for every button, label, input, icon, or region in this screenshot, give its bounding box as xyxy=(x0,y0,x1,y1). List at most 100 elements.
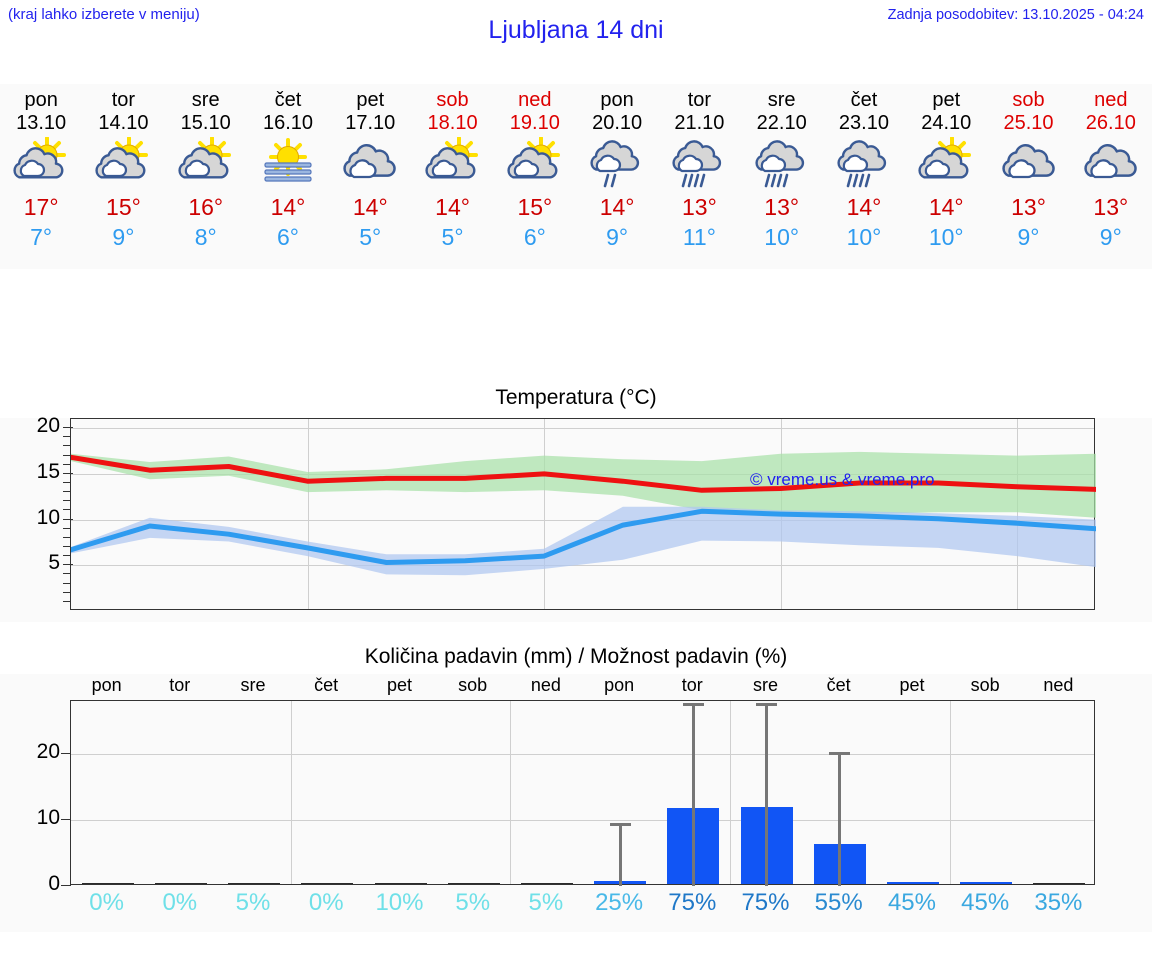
day-date: 14.10 xyxy=(98,112,149,134)
forecast-day-0[interactable]: pon 13.10 17° 7° xyxy=(0,84,82,269)
y-axis-tick-mark xyxy=(63,536,70,538)
y-axis-tick-mark xyxy=(63,582,70,584)
day-separator xyxy=(949,701,951,884)
precipitation-error-bar-cap xyxy=(609,823,631,827)
day-temp-min: 11° xyxy=(682,224,716,250)
gridline xyxy=(71,819,1094,821)
day-separator xyxy=(1017,419,1019,609)
day-temp-min: 8° xyxy=(194,224,217,250)
y-axis-tick-mark xyxy=(63,427,73,429)
forecast-day-8[interactable]: tor 21.10 13° 11° xyxy=(658,84,740,269)
day-date: 18.10 xyxy=(427,112,478,134)
temperature-series-layer xyxy=(71,451,1096,576)
precipitation-probability-label: 0% xyxy=(308,889,344,916)
day-temp-min: 10° xyxy=(764,224,800,250)
temperature-line xyxy=(71,508,1096,565)
temperature-chart: Temperatura (°C) 5 10 15 20 © vreme.us & vr… xyxy=(0,382,1152,622)
rain-icon xyxy=(833,137,895,189)
precipitation-probability-label: 10% xyxy=(375,889,424,916)
gridline xyxy=(71,428,1094,430)
precipitation-day-label: sre xyxy=(752,675,778,695)
y-axis-tick-mark xyxy=(63,555,70,557)
precipitation-bar[interactable] xyxy=(374,882,427,884)
y-axis-tick-mark xyxy=(63,436,70,438)
precipitation-probability-label: 0% xyxy=(89,889,124,916)
day-temp-min: 9° xyxy=(1099,224,1122,250)
y-axis-tick-mark xyxy=(63,463,70,465)
day-of-week: sre xyxy=(191,89,220,111)
y-axis-tick-mark xyxy=(63,573,70,575)
precipitation-error-bar xyxy=(618,823,622,886)
partly-cloudy-icon xyxy=(915,136,977,189)
day-date: 26.10 xyxy=(1085,112,1136,134)
day-temp-min: 9° xyxy=(1017,224,1040,250)
precipitation-bar[interactable] xyxy=(447,882,500,884)
precipitation-bar[interactable] xyxy=(1033,882,1086,884)
light-rain-icon xyxy=(586,137,648,189)
y-axis-tick-mark xyxy=(63,491,70,493)
partly-cloudy-icon xyxy=(175,136,237,189)
day-temp-max: 13° xyxy=(764,194,800,220)
day-temp-max: 13° xyxy=(682,194,717,220)
day-date: 22.10 xyxy=(756,112,807,134)
day-temp-min: 10° xyxy=(928,224,964,250)
precipitation-error-bar-cap xyxy=(682,703,704,706)
precipitation-bar[interactable] xyxy=(228,882,280,884)
precipitation-probability-label: 55% xyxy=(814,889,863,916)
y-axis-tick-label: 0 xyxy=(48,872,60,895)
y-axis-tick-mark xyxy=(61,818,71,820)
partly-cloudy-icon xyxy=(422,136,484,189)
forecast-day-5[interactable]: sob 18.10 14° 5° xyxy=(411,84,493,269)
forecast-day-9[interactable]: sre 22.10 13° 10° xyxy=(741,84,823,269)
y-axis-tick-mark xyxy=(63,591,70,593)
day-temp-max: 14° xyxy=(846,194,882,220)
day-temp-max: 13° xyxy=(1093,194,1129,220)
day-of-week: pet xyxy=(932,89,961,111)
forecast-day-10[interactable]: čet 23.10 14° 10° xyxy=(823,84,905,269)
forecast-day-7[interactable]: pon 20.10 14° 9° xyxy=(576,84,658,269)
day-temp-min: 9° xyxy=(112,224,135,250)
forecast-day-2[interactable]: sre 15.10 16° 8° xyxy=(165,84,247,269)
precipitation-bar[interactable] xyxy=(960,882,1013,884)
y-axis-tick-label: 5 xyxy=(48,551,60,575)
day-separator xyxy=(729,701,731,884)
day-temp-max: 14° xyxy=(599,194,635,220)
forecast-day-3[interactable]: čet 16.10 14° 6° xyxy=(247,84,329,269)
day-of-week: ned xyxy=(518,89,552,111)
forecast-day-4[interactable]: pet 17.10 14° 5° xyxy=(329,84,411,269)
last-updated-label: Zadnja posodobitev: 13.10.2025 - 04:24 xyxy=(887,7,1144,23)
y-axis-tick-mark xyxy=(63,518,73,520)
day-date: 15.10 xyxy=(180,112,231,134)
y-axis-tick-label: 10 xyxy=(36,805,60,829)
precipitation-bar[interactable] xyxy=(154,882,207,884)
precipitation-day-label: ned xyxy=(1043,675,1074,695)
day-separator xyxy=(510,701,512,884)
forecast-day-12[interactable]: sob 25.10 13° 9° xyxy=(987,84,1069,269)
forecast-day-13[interactable]: ned 26.10 13° 9° xyxy=(1070,84,1152,269)
precipitation-day-label: tor xyxy=(681,675,703,695)
precipitation-day-label: čet xyxy=(314,675,339,695)
precipitation-bar[interactable] xyxy=(81,882,134,884)
day-temp-max: 16° xyxy=(188,194,224,220)
cloudy-icon xyxy=(339,137,401,189)
forecast-day-11[interactable]: pet 24.10 14° 10° xyxy=(905,84,987,269)
precipitation-bar[interactable] xyxy=(520,882,573,884)
y-axis-tick-label: 20 xyxy=(36,739,60,763)
temperature-chart-title: Temperatura (°C) xyxy=(0,382,1152,418)
day-separator xyxy=(307,419,309,609)
day-of-week: tor xyxy=(687,89,712,111)
forecast-day-6[interactable]: ned 19.10 15° 6° xyxy=(494,84,576,269)
forecast-day-1[interactable]: tor 14.10 15° 9° xyxy=(82,84,164,269)
precipitation-bar[interactable] xyxy=(301,882,354,884)
chart-watermark: © vreme.us & vreme.pro xyxy=(750,470,935,489)
day-temp-min: 7° xyxy=(30,224,53,250)
precipitation-probability-label: 45% xyxy=(961,889,1010,916)
day-temp-max: 15° xyxy=(106,194,141,220)
rain-icon xyxy=(668,137,730,189)
precipitation-probability-label: 5% xyxy=(235,889,271,916)
day-temp-max: 14° xyxy=(352,194,388,220)
location-menu-note[interactable]: (kraj lahko izberete v meniju) xyxy=(8,6,200,23)
partly-cloudy-icon xyxy=(10,136,72,189)
precipitation-bar[interactable] xyxy=(887,882,939,884)
day-date: 20.10 xyxy=(592,112,643,134)
